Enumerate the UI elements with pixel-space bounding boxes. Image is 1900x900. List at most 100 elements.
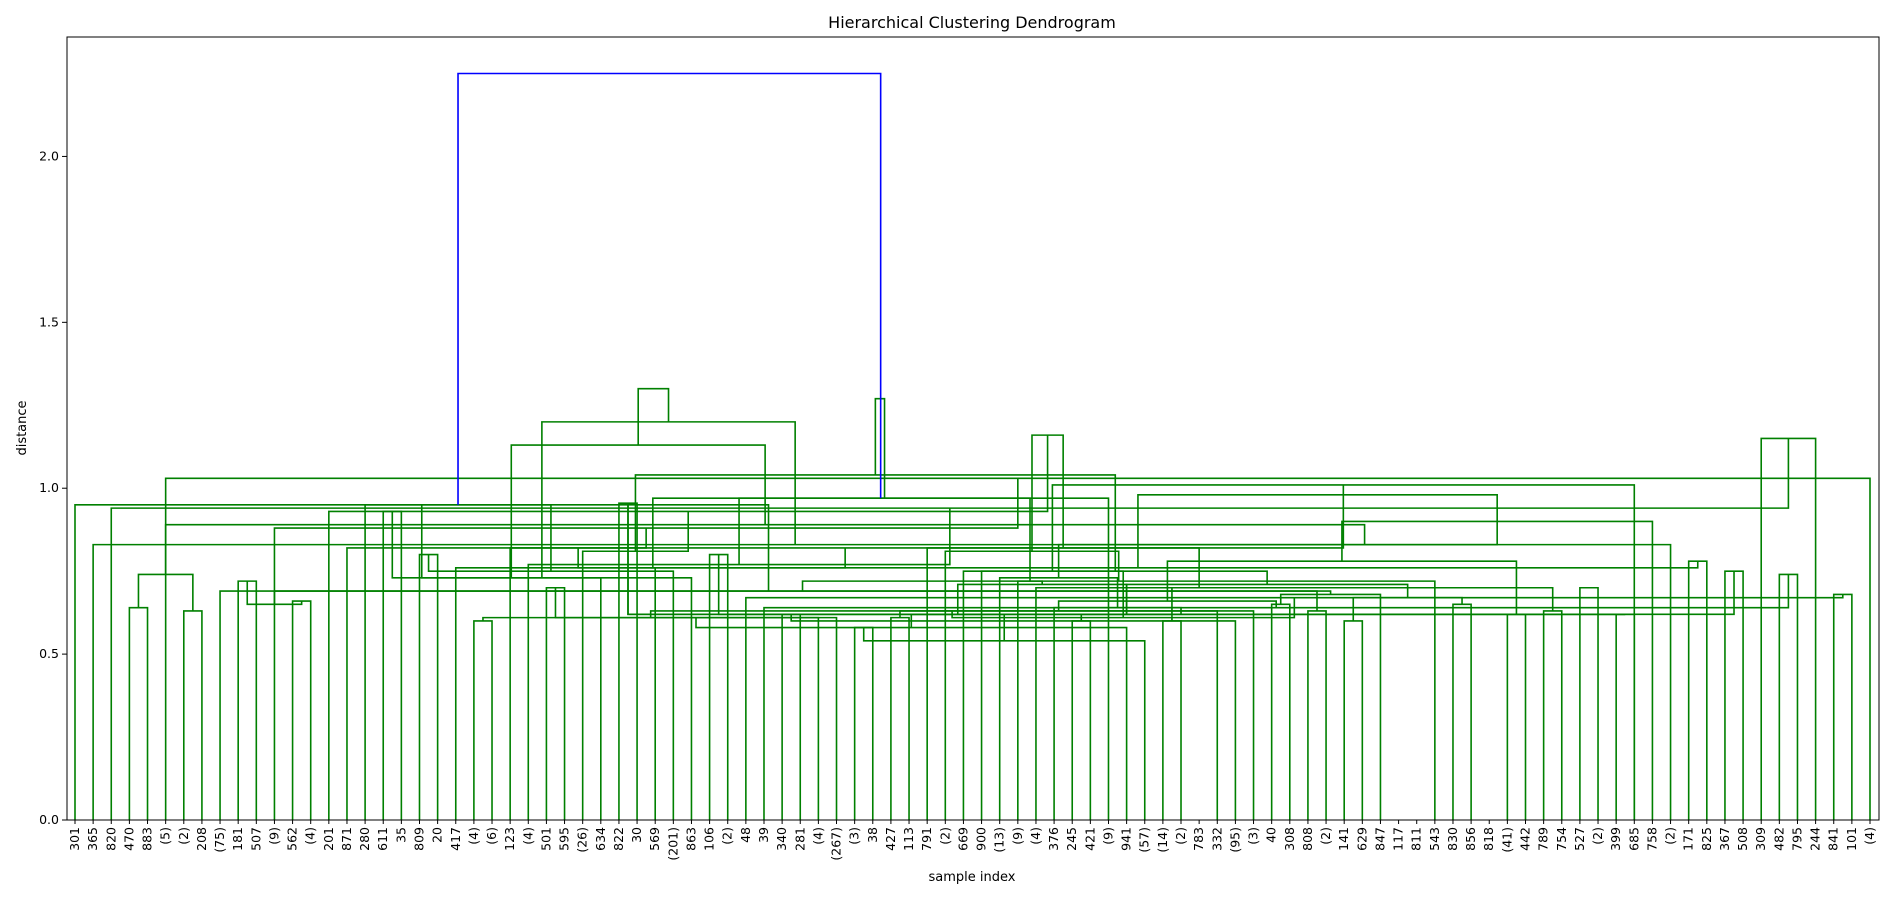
cluster-link	[182, 610, 203, 820]
leaf-label: 789	[1536, 827, 1551, 851]
leaf-label: (201)	[665, 827, 680, 861]
leaf-label: 38	[865, 827, 880, 843]
leaf-label: 811	[1409, 827, 1424, 851]
leaf-label: 309	[1753, 827, 1768, 851]
leaf-label: 308	[1282, 827, 1297, 851]
leaf-label: (3)	[1246, 827, 1261, 845]
leaf-label: 783	[1191, 827, 1206, 851]
cluster-link	[418, 553, 439, 820]
leaf-label: 244	[1808, 827, 1823, 851]
leaf-label: (75)	[212, 827, 227, 853]
leaf-label: 181	[230, 827, 245, 851]
leaf-label: (4)	[1862, 827, 1877, 845]
cluster-link	[652, 497, 1110, 820]
leaf-label: 40	[1264, 827, 1279, 843]
leaf-label: 818	[1481, 827, 1496, 851]
leaf-label: (9)	[1010, 827, 1025, 845]
leaf-label: 820	[103, 827, 118, 851]
leaf-label: 634	[593, 827, 608, 851]
leaf-label: 201	[321, 827, 336, 851]
leaf-label: (3)	[847, 827, 862, 845]
cluster-link	[391, 511, 693, 820]
leaf-label: (5)	[158, 827, 173, 845]
leaf-label: 417	[448, 827, 463, 851]
leaf-label: (4)	[303, 827, 318, 845]
leaf-label: 871	[339, 827, 354, 851]
leaf-label: 629	[1354, 827, 1369, 851]
plot-frame	[66, 36, 1880, 821]
y-tick-label: 0.0	[39, 812, 59, 827]
leaf-label: (2)	[1590, 827, 1605, 845]
leaf-label: 376	[1046, 827, 1061, 851]
leaf-label: 501	[538, 827, 553, 851]
leaf-label: 856	[1463, 827, 1478, 851]
dendrogram-links	[74, 72, 1871, 820]
cluster-link	[545, 586, 566, 820]
cluster-link	[1017, 580, 1043, 820]
leaf-label: 281	[792, 827, 807, 851]
cluster-link	[708, 553, 729, 820]
leaf-label: 822	[611, 827, 626, 851]
y-tick-label: 2.0	[39, 148, 59, 163]
leaf-label: (2)	[720, 827, 735, 845]
x-axis: 301 365 820 470 883 (5) (2) 208 (75) 181 507 (9) 562…	[67, 820, 1877, 861]
cluster-link	[998, 577, 1119, 820]
leaf-label: 280	[357, 827, 372, 851]
leaf-label: 123	[502, 827, 517, 851]
leaf-label: 30	[629, 827, 644, 843]
leaf-label: 340	[774, 827, 789, 851]
leaf-label: (2)	[1663, 827, 1678, 845]
leaf-label: 758	[1644, 827, 1659, 851]
cluster-link	[1760, 437, 1817, 820]
leaf-label: 611	[375, 827, 390, 851]
leaf-label: (6)	[484, 827, 499, 845]
cluster-link	[1035, 586, 1363, 820]
cluster-link	[618, 502, 638, 820]
leaf-label: 35	[393, 827, 408, 843]
leaf-label: 508	[1735, 827, 1750, 851]
leaf-label: 367	[1717, 827, 1732, 851]
cluster-link	[1279, 593, 1382, 820]
leaf-label: 543	[1427, 827, 1442, 851]
leaf-label: 365	[85, 827, 100, 851]
cluster-link	[1166, 560, 1518, 615]
y-axis-label: distance	[15, 400, 30, 455]
leaf-label: 113	[901, 827, 916, 851]
cluster-link	[1352, 596, 1463, 621]
leaf-label: 830	[1445, 827, 1460, 851]
leaf-label: 20	[430, 827, 445, 843]
cluster-link	[527, 508, 951, 820]
y-tick-label: 0.5	[39, 646, 59, 661]
leaf-label: 208	[194, 827, 209, 851]
leaf-label: (14)	[1155, 827, 1170, 853]
leaf-label: 106	[702, 827, 717, 851]
leaf-label: 900	[974, 827, 989, 851]
leaf-label: (57)	[1137, 827, 1152, 853]
leaf-label: 562	[285, 827, 300, 851]
leaf-label: 332	[1209, 827, 1224, 851]
leaf-label: (2)	[1318, 827, 1333, 845]
leaf-label: (95)	[1227, 827, 1242, 853]
leaf-label: (4)	[810, 827, 825, 845]
leaf-label: (26)	[575, 827, 590, 853]
leaf-label: 101	[1844, 827, 1859, 851]
leaf-label: 39	[756, 827, 771, 843]
root-link	[457, 72, 882, 505]
leaf-label: 847	[1372, 827, 1387, 851]
leaf-label: (13)	[992, 827, 1007, 853]
leaf-label: 754	[1554, 827, 1569, 851]
leaf-label: 245	[1064, 827, 1079, 851]
y-tick-label: 1.5	[39, 314, 59, 329]
cluster-link	[790, 614, 1237, 820]
leaf-label: 421	[1082, 827, 1097, 851]
cluster-link	[92, 521, 1498, 820]
cluster-link	[801, 580, 1436, 820]
leaf-label: 841	[1826, 827, 1841, 851]
cluster-link	[1307, 610, 1327, 820]
leaf-label: (9)	[266, 827, 281, 845]
x-axis-label: sample index	[929, 870, 1016, 885]
leaf-label: (41)	[1499, 827, 1514, 853]
leaf-label: 863	[683, 827, 698, 851]
